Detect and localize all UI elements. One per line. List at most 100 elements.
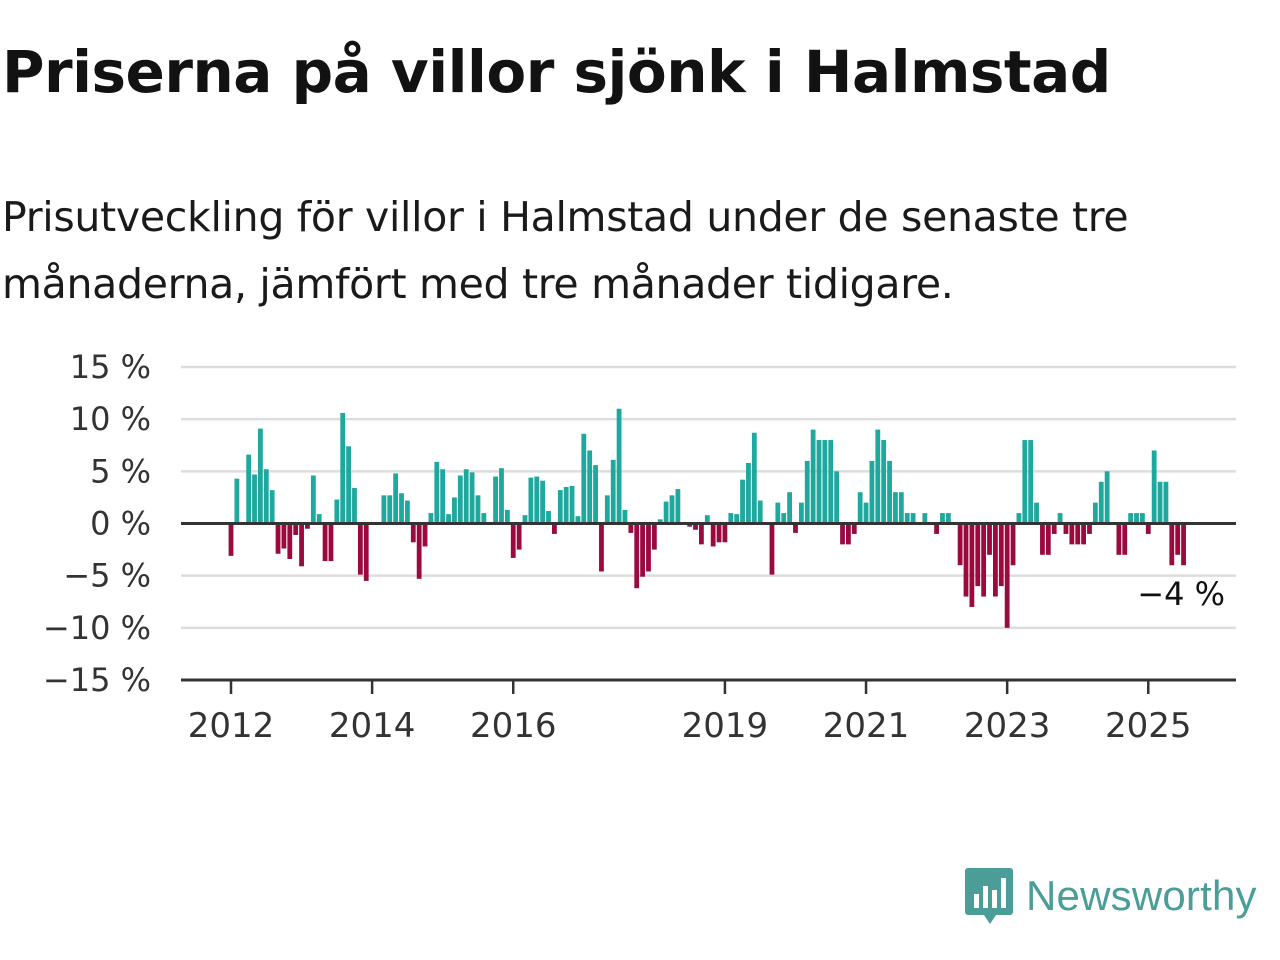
bar	[657, 519, 663, 524]
y-axis-labels: 15 % 10 % 5 % 0 % −5 % −10 % −15 %	[43, 348, 151, 699]
bar	[410, 523, 416, 543]
bar	[352, 488, 357, 524]
bar	[469, 472, 475, 524]
bar	[998, 523, 1004, 587]
bar	[581, 433, 587, 524]
bar	[704, 515, 710, 524]
bar	[405, 500, 410, 524]
bar	[510, 523, 516, 558]
last-value-label: −4 %	[1137, 575, 1225, 613]
bar	[1004, 523, 1010, 628]
bar	[1057, 513, 1063, 524]
x-tick-label: 2021	[823, 706, 910, 746]
bar	[557, 490, 563, 524]
bar	[275, 523, 281, 554]
bar	[851, 523, 857, 534]
bar	[1128, 513, 1134, 524]
bar	[540, 480, 546, 524]
bar	[446, 514, 451, 524]
bar	[1140, 513, 1145, 524]
bar	[516, 523, 522, 550]
x-tick-label: 2023	[964, 706, 1051, 746]
bar	[893, 492, 898, 524]
bar	[969, 523, 975, 607]
x-tick-label: 2025	[1105, 706, 1192, 746]
bar	[263, 469, 269, 524]
bar	[922, 513, 928, 524]
bar	[522, 515, 528, 524]
bar	[934, 523, 939, 534]
bar	[357, 523, 363, 575]
bar	[381, 495, 387, 524]
bar	[663, 501, 669, 524]
page-subtitle: Prisutveckling för villor i Halmstad und…	[2, 193, 1129, 308]
bar	[1181, 523, 1186, 566]
bar	[599, 523, 604, 572]
bar	[751, 432, 757, 524]
bar	[822, 440, 828, 524]
bar	[1098, 481, 1104, 524]
bar	[740, 479, 745, 524]
bar	[734, 514, 740, 524]
bar	[616, 408, 622, 524]
bar	[1034, 502, 1039, 524]
x-tick-label: 2016	[470, 706, 557, 746]
bar	[1092, 502, 1098, 524]
bar	[1028, 440, 1034, 524]
bar	[334, 499, 340, 524]
bar	[628, 523, 634, 533]
bar	[722, 523, 728, 543]
newsworthy-logo-icon	[965, 868, 1013, 924]
bar	[1104, 471, 1110, 524]
bar	[328, 523, 334, 562]
bar	[945, 513, 951, 524]
bar	[416, 523, 422, 579]
bar	[340, 412, 346, 524]
bar	[528, 477, 534, 524]
bar	[881, 440, 887, 524]
bar	[693, 523, 698, 530]
bar	[869, 460, 875, 524]
bar	[234, 478, 240, 524]
bar	[816, 440, 822, 524]
bar	[440, 469, 446, 524]
y-tick-label: −15 %	[43, 661, 151, 699]
bar	[563, 486, 569, 524]
bar	[228, 523, 234, 556]
brand-name: Newsworthy	[1026, 872, 1257, 919]
bar	[1022, 440, 1028, 524]
bar	[1145, 523, 1151, 534]
bar	[322, 523, 328, 562]
bar	[993, 523, 998, 597]
bar	[363, 523, 369, 581]
bar	[1081, 523, 1086, 545]
bar	[475, 495, 481, 524]
bar	[846, 523, 851, 545]
bar	[387, 495, 393, 524]
y-tick-label: 0 %	[90, 505, 151, 543]
bar	[1169, 523, 1175, 566]
y-tick-label: 10 %	[70, 400, 151, 438]
bar	[1116, 523, 1122, 555]
bar	[1087, 523, 1092, 534]
bar	[504, 509, 510, 524]
bar	[910, 513, 916, 524]
bar	[863, 502, 869, 524]
bar	[546, 510, 551, 524]
axes	[181, 522, 1236, 694]
bar	[875, 429, 881, 524]
bar	[716, 523, 722, 543]
bar	[828, 440, 834, 524]
bar	[434, 461, 440, 524]
bar	[640, 523, 645, 577]
bar	[610, 459, 616, 524]
bar	[963, 523, 969, 597]
bar	[346, 446, 351, 524]
bar	[452, 497, 457, 524]
x-axis-labels: 2012 2014 2016 2019 2021 2023 2025	[188, 706, 1192, 746]
bar	[987, 523, 992, 555]
bar	[699, 523, 704, 545]
bar	[258, 428, 263, 524]
bar	[646, 523, 651, 572]
